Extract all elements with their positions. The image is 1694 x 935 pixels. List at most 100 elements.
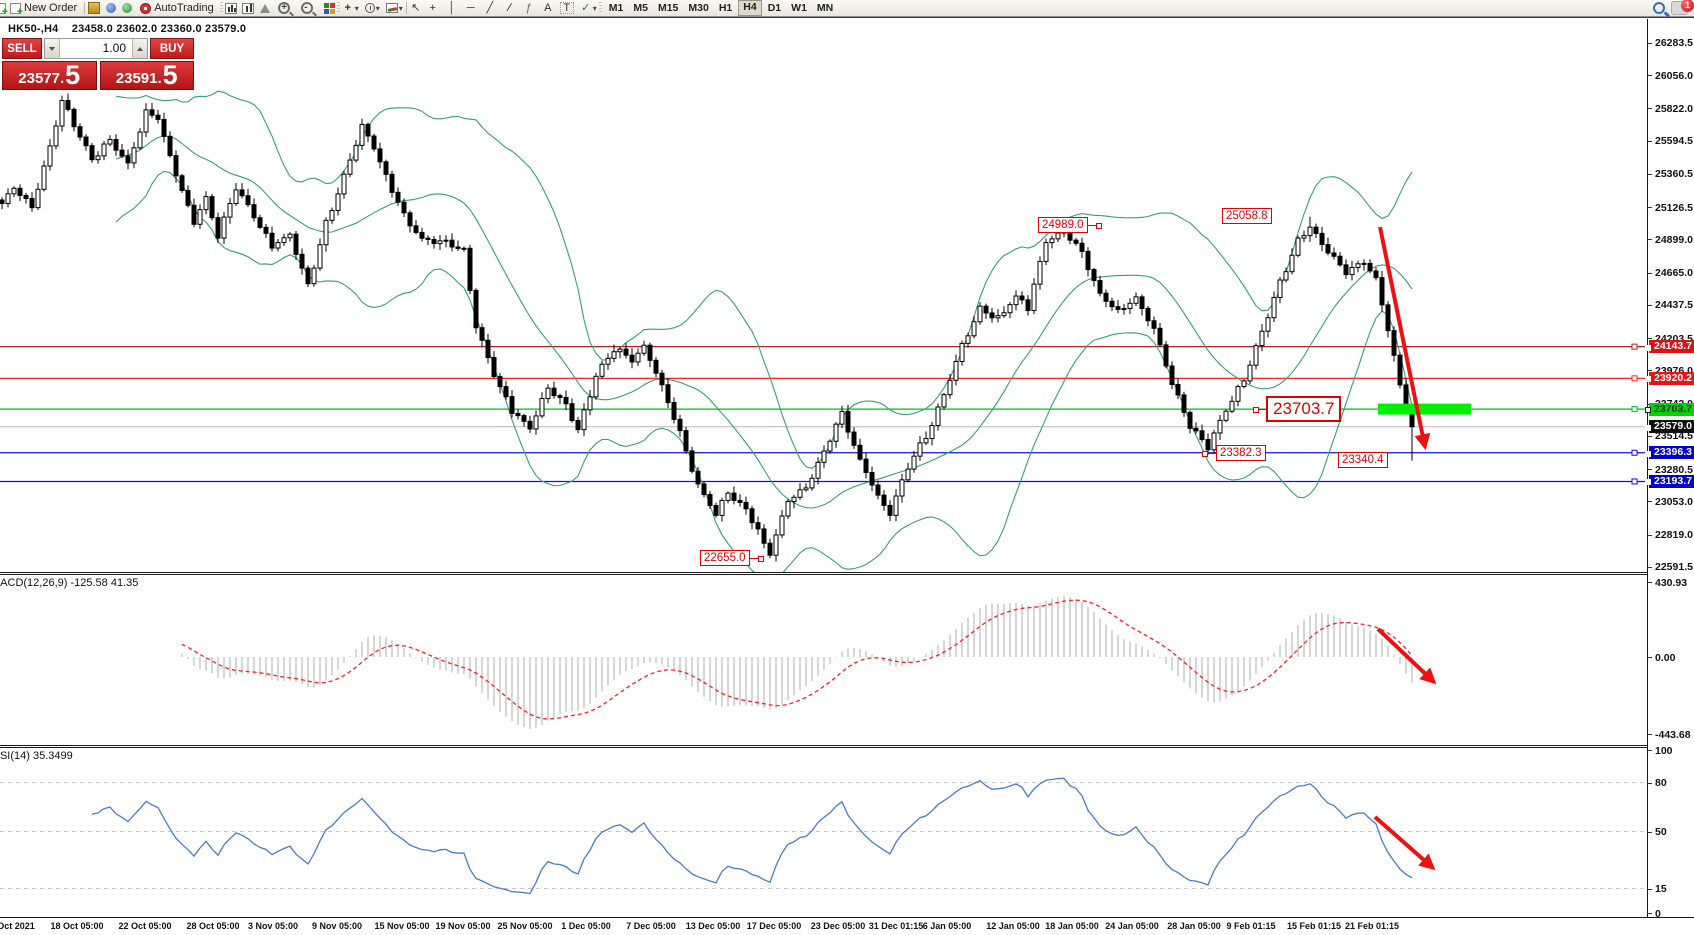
pane-splitter[interactable] (0, 572, 1694, 575)
timeframe-button-h4[interactable]: H4 (738, 0, 762, 16)
autotrading-button[interactable]: AutoTrading (136, 1, 218, 16)
timeframe-button-d1[interactable]: D1 (767, 2, 782, 14)
main-chart-pane[interactable]: HK50-,H4 23458.0 23602.0 23360.0 23579.0… (0, 19, 1647, 572)
fibonacci-icon[interactable]: ƒ (525, 2, 532, 14)
price-axis[interactable]: 26283.5 26056.0 25822.0 25594.5 25360.5 25126… (1645, 19, 1694, 920)
crosshair-icon[interactable]: + (429, 2, 436, 14)
trend-arrow[interactable] (1373, 815, 1436, 871)
candle-body (959, 342, 965, 363)
templates-icon[interactable] (385, 3, 398, 13)
channel-icon[interactable]: ∕∕ (503, 2, 515, 14)
periods-icon[interactable] (364, 3, 375, 13)
new-chart-icon[interactable] (88, 2, 101, 14)
candle-body (737, 499, 743, 503)
buy-price-tile[interactable]: 23591. 5 (99, 61, 194, 90)
line-handle[interactable] (1631, 478, 1638, 485)
timeframe-button-m30[interactable]: M30 (688, 2, 709, 14)
chevron-down-icon[interactable]: ▾ (398, 3, 403, 13)
candle-body (977, 305, 983, 323)
line-handle[interactable] (1631, 449, 1638, 456)
trend-arrow[interactable] (1376, 627, 1437, 685)
price-annotation[interactable]: 23703.7 (1253, 396, 1342, 422)
vertical-line-icon[interactable]: │ (448, 2, 456, 14)
sell-price-tile[interactable]: 23577. 5 (2, 61, 97, 90)
timeframe-button-mn[interactable]: MN (816, 2, 834, 14)
line-handle[interactable] (1631, 343, 1638, 350)
volume-decrease-button[interactable] (45, 39, 60, 58)
candle-body (83, 136, 89, 147)
candle-body (785, 501, 791, 517)
candle-body (1289, 254, 1295, 273)
arrows-icon[interactable]: ✓ (581, 2, 591, 14)
price-annotation[interactable]: 24989.0 (1038, 217, 1102, 233)
chevron-down-icon[interactable]: ▾ (354, 3, 359, 13)
chevron-down-icon[interactable]: ▾ (592, 3, 597, 13)
macd-indicator-pane[interactable]: MACD(12,26,9) -125.58 41.35 (0, 575, 1647, 745)
price-annotation[interactable]: 22655.0 (700, 550, 764, 566)
axis-tick-mark (1648, 435, 1652, 437)
highlight-bar[interactable] (1378, 403, 1471, 415)
price-annotation[interactable]: 23340.4 (1338, 452, 1388, 468)
candle-body (29, 197, 35, 209)
macd-chart[interactable] (0, 575, 1647, 745)
line-handle[interactable] (1631, 375, 1638, 382)
axis-tick-mark (1648, 75, 1652, 77)
candle-body (125, 155, 131, 164)
text-icon[interactable]: A (544, 2, 552, 14)
search-icon[interactable] (1653, 2, 1665, 14)
candles-chart-icon[interactable] (241, 2, 254, 14)
timeframe-button-m5[interactable]: M5 (633, 2, 648, 14)
pane-splitter[interactable] (0, 745, 1694, 748)
candle-body (1043, 242, 1049, 262)
trendline-icon[interactable]: ╱ (486, 2, 494, 14)
candle-body (1019, 295, 1025, 301)
rsi-chart[interactable] (0, 748, 1647, 917)
cursor-icon[interactable]: ↖ (411, 2, 421, 14)
timeframe-button-m1[interactable]: M1 (608, 2, 624, 14)
line-chart-icon[interactable] (259, 3, 270, 13)
time-axis-label: 18 Jan 05:00 (1045, 921, 1099, 931)
candle-body (1037, 260, 1043, 285)
price-annotation[interactable]: 23382.3 (1202, 445, 1266, 461)
chevron-down-icon[interactable]: ▾ (375, 3, 380, 13)
sell-button[interactable]: SELL (2, 38, 42, 59)
time-axis[interactable]: Oct 2021 18 Oct 05:00 22 Oct 05:00 28 Oct 0… (0, 918, 1694, 935)
line-handle[interactable] (1631, 406, 1638, 413)
timeframe-button-h1[interactable]: H1 (718, 2, 733, 14)
signals-icon[interactable] (122, 3, 133, 13)
macd-tick-label: -443.68 (1655, 728, 1691, 741)
candle-body (1199, 430, 1205, 441)
label-icon[interactable]: T (559, 2, 574, 14)
tile-windows-icon[interactable] (323, 2, 335, 14)
trend-arrow[interactable] (1378, 226, 1431, 451)
timeframe-button-m15[interactable]: M15 (657, 2, 679, 14)
experts-icon[interactable] (106, 3, 117, 13)
timeframe-button-w1[interactable]: W1 (791, 2, 807, 14)
candle-body (401, 201, 407, 214)
candle-body (0, 199, 5, 205)
add-indicator-icon[interactable]: + (344, 2, 351, 14)
rsi-indicator-pane[interactable]: RSI(14) 35.3499 (0, 748, 1647, 917)
time-axis-label: 1 Dec 05:00 (561, 921, 611, 931)
candle-body (1229, 400, 1235, 412)
zoom-in-icon[interactable]: + (277, 2, 290, 14)
candlestick-chart[interactable] (0, 19, 1647, 572)
volume-increase-button[interactable] (132, 39, 147, 58)
volume-input[interactable]: 1.00 (102, 41, 126, 55)
price-annotation[interactable]: 25058.8 (1222, 208, 1272, 224)
candle-body (437, 240, 443, 245)
buy-price: 23591. (115, 70, 162, 87)
horizontal-line-icon[interactable]: ─ (466, 2, 475, 14)
bollinger-upper-band (115, 90, 1413, 469)
candle-body (779, 515, 785, 536)
axis-tick-mark (1648, 888, 1652, 890)
price-badge: 23193.7 (1645, 474, 1694, 488)
zoom-out-icon[interactable]: - (300, 2, 313, 14)
notification-bubble-icon[interactable]: 1 (1671, 0, 1694, 15)
buy-button[interactable]: BUY (150, 38, 194, 59)
autotrading-icon (140, 2, 152, 14)
bars-chart-icon[interactable] (224, 2, 237, 14)
candle-body (791, 496, 797, 503)
candle-body (761, 528, 767, 544)
new-order-button[interactable]: New Order (6, 1, 81, 17)
